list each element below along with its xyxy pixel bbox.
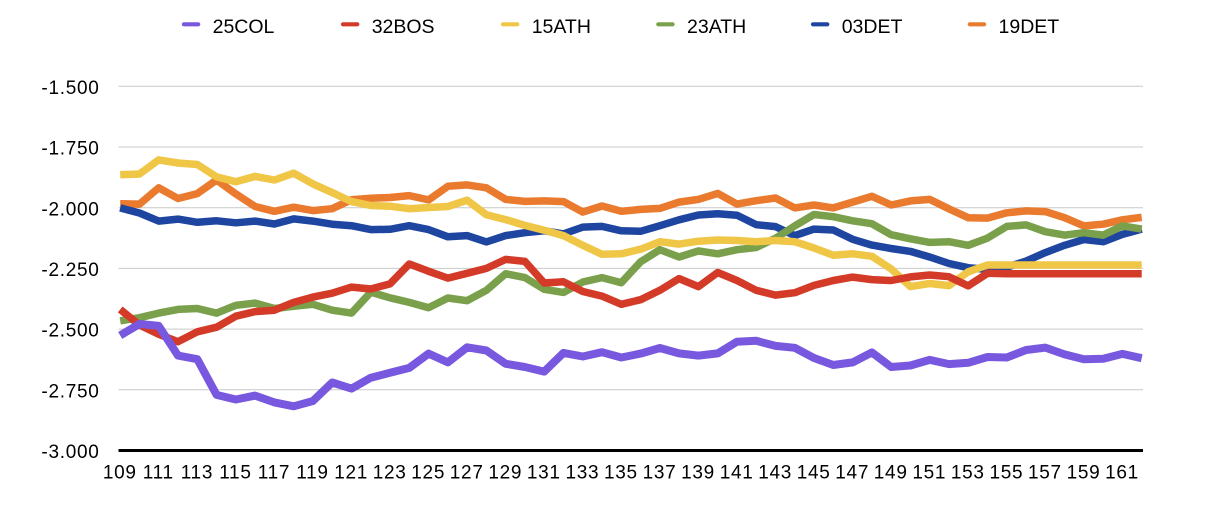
- svg-text:19DET: 19DET: [999, 16, 1060, 38]
- svg-text:03DET: 03DET: [842, 16, 903, 38]
- svg-text:25COL: 25COL: [213, 16, 275, 38]
- svg-text:109: 109: [103, 463, 137, 484]
- svg-text:-3.000: -3.000: [41, 442, 99, 463]
- svg-text:-2.250: -2.250: [41, 260, 99, 281]
- svg-text:139: 139: [681, 463, 715, 484]
- svg-text:-1.750: -1.750: [41, 139, 99, 160]
- svg-text:135: 135: [604, 463, 638, 484]
- svg-text:151: 151: [912, 463, 946, 484]
- svg-text:-2.000: -2.000: [41, 199, 99, 220]
- svg-text:125: 125: [411, 463, 445, 484]
- svg-text:-2.750: -2.750: [41, 381, 99, 402]
- svg-text:147: 147: [835, 463, 869, 484]
- svg-text:159: 159: [1067, 463, 1101, 484]
- svg-text:137: 137: [643, 463, 677, 484]
- svg-text:157: 157: [1028, 463, 1062, 484]
- svg-text:153: 153: [951, 463, 985, 484]
- svg-text:113: 113: [181, 463, 213, 484]
- svg-text:121: 121: [334, 463, 368, 484]
- svg-text:127: 127: [450, 463, 484, 484]
- svg-text:149: 149: [874, 463, 908, 484]
- svg-text:161: 161: [1105, 463, 1139, 484]
- svg-text:145: 145: [797, 463, 831, 484]
- svg-text:-1.500: -1.500: [41, 78, 99, 99]
- svg-text:111: 111: [143, 463, 174, 484]
- svg-text:123: 123: [373, 463, 407, 484]
- svg-text:133: 133: [565, 463, 599, 484]
- svg-text:119: 119: [296, 463, 328, 484]
- svg-text:32BOS: 32BOS: [372, 16, 435, 38]
- svg-text:23ATH: 23ATH: [687, 16, 746, 38]
- svg-text:129: 129: [488, 463, 522, 484]
- svg-text:141: 141: [720, 463, 754, 484]
- svg-text:-2.500: -2.500: [41, 321, 99, 342]
- svg-text:155: 155: [989, 463, 1023, 484]
- svg-text:143: 143: [758, 463, 792, 484]
- svg-text:131: 131: [527, 463, 561, 484]
- svg-text:117: 117: [258, 463, 290, 484]
- svg-text:115: 115: [219, 463, 251, 484]
- svg-text:15ATH: 15ATH: [532, 16, 591, 38]
